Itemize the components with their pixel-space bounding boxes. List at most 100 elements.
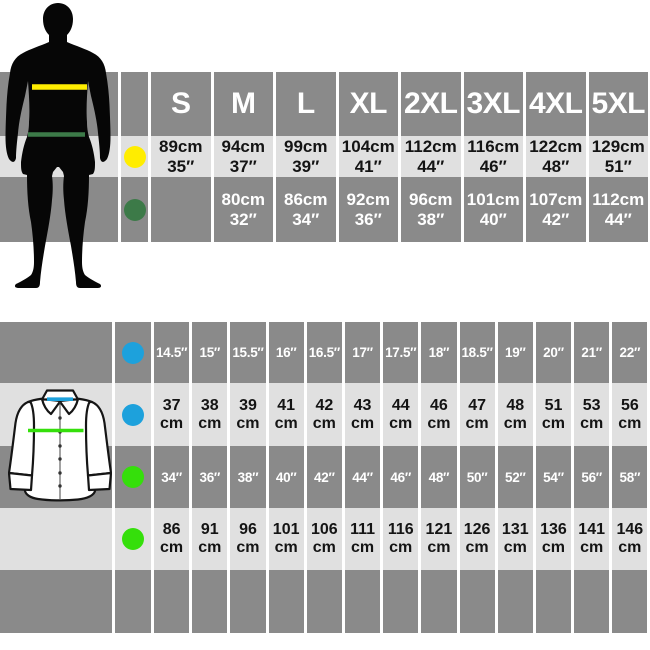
collar-in-cell: 19″ [497,322,533,383]
dot-cell [115,383,151,446]
shirt-collar-band [40,389,80,401]
collar-in-cell: 21″ [574,322,610,383]
chest-cell: 99cm 39″ [276,136,336,177]
chest-in-cell: 34″ [154,446,190,508]
collar-cm-cell: 41 cm [268,383,304,446]
green-dot-icon [122,466,144,488]
chest-cell: 116cm 46″ [463,136,523,177]
chest-in-cell: 40″ [268,446,304,508]
dot-cell [115,446,151,508]
cm-value: 56 [620,396,639,414]
empty-cell [383,570,419,633]
dot-cell [115,322,151,383]
chest-in-cell: 38″ [230,446,266,508]
cm-value: 122cm [529,137,583,156]
unit-label: cm [580,414,604,432]
collar-in-cell: 14.5″ [154,322,190,383]
chest-in-cell: 42″ [306,446,342,508]
in-value: 51″ [604,156,632,176]
size-chart-top: S M L XL 2XL 3XL 4XL 5XL 89cm 35″ 94cm 37″… [0,72,648,242]
empty-cell [268,570,304,633]
shirt-left-cuff [8,471,34,492]
collar-in-cell: 16.5″ [306,322,342,383]
chest-cell: 122cm 48″ [526,136,586,177]
unit-label: cm [389,539,413,556]
cm-value: 37 [162,396,181,414]
collar-in-cell: 16″ [268,322,304,383]
chest-in-cell: 44″ [344,446,381,508]
in-value: 48″ [542,156,570,176]
collar-cm-cell: 53 cm [574,383,610,446]
chest-cm-cell: 146 cm [612,508,648,570]
unit-label: cm [198,414,222,432]
cm-value: 89cm [159,137,203,156]
cm-value: 53 [582,396,601,414]
cm-value: 91 [200,521,219,538]
size-column-header: 4XL [526,72,586,136]
cm-value: 107cm [529,190,583,209]
in-value: 36″ [354,209,382,229]
unit-label: cm [580,539,604,556]
collar-cm-cell: 51 cm [535,383,572,446]
chest-cm-cell: 86 cm [154,508,190,570]
cm-value: 86cm [284,190,328,209]
empty-cell [192,570,228,633]
chest-cm-cell: 136 cm [535,508,572,570]
in-value: 34″ [292,209,320,229]
collar-in-cell: 18.5″ [459,322,495,383]
chest-cm-cell: 106 cm [306,508,342,570]
collar-in-cell: 20″ [535,322,572,383]
cm-value: 121 [425,521,453,538]
collar-cm-cell: 48 cm [497,383,533,446]
collar-in-cell: 15.5″ [230,322,266,383]
size-column-header: 5XL [588,72,648,136]
cm-value: 106 [310,521,338,538]
cm-value: 48 [506,396,525,414]
size-column-header: S [151,72,211,136]
cm-value: 46 [430,396,448,414]
collar-cm-cell: 43 cm [344,383,381,446]
cm-value: 104cm [341,137,395,156]
blue-dot-icon [122,341,144,364]
unit-label: cm [503,414,527,432]
in-value: 40″ [479,209,507,229]
dot-cell [121,177,148,242]
unit-label: cm [541,414,566,432]
unit-label: cm [236,414,260,432]
unit-label: cm [312,414,336,432]
size-column-header: M [213,72,273,136]
empty-cell [344,570,381,633]
waist-cell: 112cm 44″ [588,177,648,242]
unit-label: cm [350,539,375,556]
cm-value: 101 [272,521,300,538]
collar-cm-cell: 42 cm [306,383,342,446]
size-column-header: L [276,72,336,136]
chest-cell: 104cm 41″ [338,136,398,177]
collar-in-cell: 22″ [612,322,648,383]
empty-cell [306,570,342,633]
collar-cm-cell: 39 cm [230,383,266,446]
collar-cm-cell: 46 cm [421,383,457,446]
collar-cm-cell: 38 cm [192,383,228,446]
in-value: 44″ [604,209,632,229]
waist-cell: 80cm 32″ [213,177,273,242]
unit-label: cm [274,414,298,432]
unit-label: cm [160,414,184,432]
cm-value: 47 [468,396,486,414]
band-cell [0,177,118,242]
band-cell [0,322,112,383]
chest-cm-cell: 111 cm [344,508,381,570]
cm-value: 96 [239,521,257,538]
collar-in-cell: 17″ [344,322,381,383]
in-value: 41″ [354,156,382,176]
chest-cm-cell: 131 cm [497,508,533,570]
waist-cell: 107cm 42″ [526,177,586,242]
empty-cell [574,570,610,633]
chest-cm-cell: 121 cm [421,508,457,570]
band-cell [0,570,112,633]
unit-label: cm [503,539,527,556]
empty-cell [535,570,572,633]
cm-value: 39 [239,396,257,414]
in-value: 37″ [229,156,257,176]
